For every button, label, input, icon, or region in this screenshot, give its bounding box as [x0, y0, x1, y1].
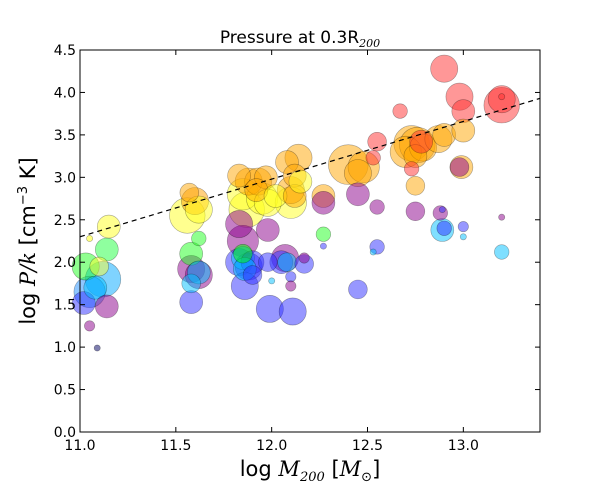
data-point [285, 280, 297, 292]
data-point [494, 244, 510, 260]
x-tick-label: 13.0 [448, 438, 479, 454]
y-tick-label: 0.5 [54, 383, 76, 399]
y-tick-label: 1.5 [54, 298, 76, 314]
data-point [459, 233, 467, 241]
data-point [227, 163, 251, 188]
plot-frame [79, 49, 541, 433]
data-point [436, 220, 452, 236]
y-tick-label: 4.5 [54, 43, 76, 59]
data-point [348, 279, 368, 300]
data-point [285, 271, 297, 283]
data-point [278, 297, 307, 326]
ticks-layer: 11.0 11.5 12.0 12.5 13.0 0.0 0.5 1.0 1.5 2.0 2.5 3.… [54, 43, 540, 454]
data-point [409, 129, 434, 154]
data-point [97, 214, 121, 239]
points-layer [71, 54, 520, 352]
data-point [179, 182, 200, 203]
title-text: Pressure at 0.3R200 [220, 28, 380, 50]
data-point [498, 213, 506, 221]
x-tick-label: 11.0 [64, 438, 95, 454]
data-point [319, 242, 327, 250]
y-tick-label: 2.5 [54, 213, 76, 229]
y-tick-label: 1.0 [54, 340, 76, 356]
data-point [438, 206, 446, 213]
data-point [392, 103, 408, 119]
data-point [346, 182, 370, 207]
data-point [498, 93, 506, 101]
data-point [367, 132, 387, 152]
y-tick-label: 3.0 [54, 170, 76, 186]
y-tick-label: 2.0 [54, 255, 76, 271]
x-axis-label: log M200 [M⊙] [240, 457, 381, 485]
data-point [298, 252, 310, 264]
data-point [255, 218, 280, 242]
fit-line [79, 97, 541, 238]
y-tick-label: 3.5 [54, 128, 76, 144]
data-point [83, 275, 108, 300]
x-tick-label: 12.0 [256, 438, 287, 454]
fit-line-layer [79, 97, 541, 238]
data-point [191, 230, 207, 247]
data-point [369, 248, 377, 256]
data-point [242, 265, 263, 285]
data-point [277, 252, 297, 272]
data-point [311, 191, 336, 215]
x-tick-label: 12.5 [352, 438, 383, 454]
data-point [315, 226, 332, 242]
data-point [365, 150, 381, 166]
data-point [93, 344, 101, 352]
data-point [233, 244, 253, 264]
data-point [86, 235, 93, 242]
y-tick-label: 0.0 [54, 425, 76, 441]
data-point [225, 210, 254, 238]
data-point [179, 290, 203, 314]
data-point [449, 157, 470, 177]
data-point [258, 252, 278, 272]
data-point [369, 199, 385, 215]
data-point [451, 118, 476, 143]
x-tick-label: 11.5 [160, 438, 191, 454]
data-point [405, 201, 426, 222]
y-axis-label: log P/k [cm−3 K] [16, 157, 40, 324]
data-point [288, 169, 313, 194]
data-point [430, 54, 459, 83]
data-point [405, 176, 426, 196]
data-point [181, 273, 201, 294]
chart-title: Pressure at 0.3R200 [220, 28, 380, 50]
data-point [84, 320, 96, 332]
data-point [268, 277, 276, 285]
data-point [95, 294, 119, 319]
data-point [457, 221, 469, 233]
data-point [89, 256, 109, 277]
data-point [404, 161, 420, 177]
y-tick-label: 4.0 [54, 85, 76, 101]
